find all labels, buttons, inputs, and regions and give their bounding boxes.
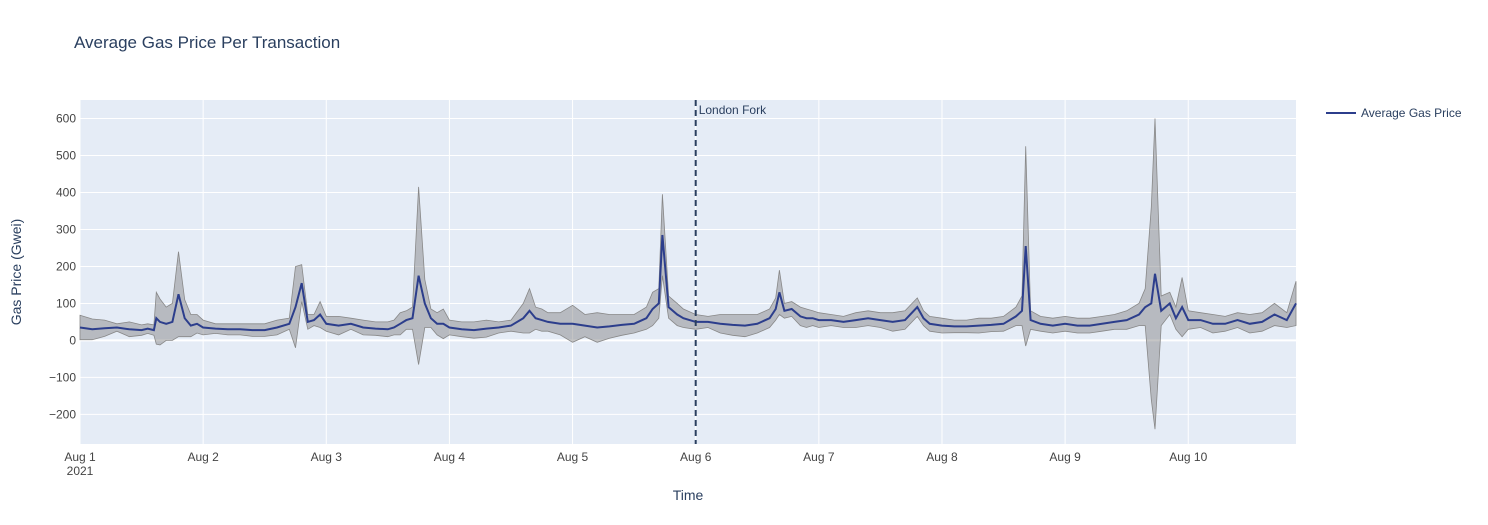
plot-background (80, 100, 1296, 444)
legend[interactable]: Average Gas Price (1326, 106, 1462, 120)
annotation-label: London Fork (699, 103, 767, 117)
y-axis-label: Gas Price (Gwei) (8, 219, 24, 326)
y-tick-label: 0 (69, 333, 76, 347)
y-axis-ticks: −200 −100 0 100 200 300 400 500 600 (49, 111, 76, 421)
x-tick-label: Aug 3 (311, 450, 343, 464)
x-tick-label: Aug 9 (1049, 450, 1081, 464)
x-tick-sublabel: 2021 (67, 464, 94, 478)
gridlines (79, 100, 1296, 444)
series-line (79, 234, 1297, 332)
y-tick-label: 200 (56, 259, 76, 273)
y-tick-label: 300 (56, 222, 76, 236)
legend-swatch (1326, 112, 1356, 114)
y-tick-label: 600 (56, 111, 76, 125)
y-tick-label: 500 (56, 148, 76, 162)
band-area (79, 118, 1297, 430)
x-tick-label: Aug 4 (434, 450, 466, 464)
legend-label: Average Gas Price (1361, 106, 1462, 120)
x-axis-label: Time (673, 487, 704, 503)
y-tick-label: −100 (49, 370, 76, 384)
y-tick-label: 400 (56, 185, 76, 199)
annotation-group: London Fork (694, 100, 767, 444)
x-tick-label: Aug 2 (187, 450, 219, 464)
y-tick-label: −200 (49, 407, 76, 421)
y-tick-label: 100 (56, 296, 76, 310)
series-line-group (79, 234, 1297, 332)
x-tick-label: Aug 1 (64, 450, 96, 464)
confidence-band (79, 118, 1297, 430)
x-tick-label: Aug 7 (803, 450, 835, 464)
chart-title: Average Gas Price Per Transaction (74, 33, 341, 52)
x-tick-label: Aug 10 (1169, 450, 1207, 464)
x-tick-label: Aug 8 (926, 450, 958, 464)
x-tick-label: Aug 5 (557, 450, 589, 464)
x-tick-label: Aug 6 (680, 450, 712, 464)
